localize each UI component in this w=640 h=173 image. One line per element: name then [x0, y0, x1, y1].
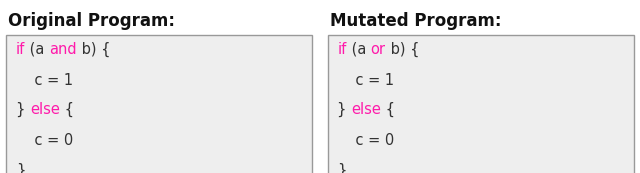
Text: Original Program:: Original Program: — [8, 12, 175, 30]
Text: (a: (a — [25, 42, 49, 57]
Text: }: } — [16, 163, 26, 173]
Text: else: else — [351, 102, 381, 117]
Text: {: { — [60, 102, 74, 117]
Text: c = 0: c = 0 — [337, 133, 394, 148]
Text: {: { — [381, 102, 395, 117]
Text: }: } — [16, 102, 30, 117]
Text: Mutated Program:: Mutated Program: — [330, 12, 501, 30]
Text: (a: (a — [346, 42, 371, 57]
Text: }: } — [337, 163, 347, 173]
Text: c = 1: c = 1 — [337, 73, 394, 88]
FancyBboxPatch shape — [328, 35, 634, 173]
Text: else: else — [30, 102, 60, 117]
Text: }: } — [337, 102, 351, 117]
Text: c = 1: c = 1 — [16, 73, 73, 88]
Text: and: and — [49, 42, 77, 57]
Text: b) {: b) { — [385, 42, 419, 57]
Text: if: if — [337, 42, 346, 57]
Text: or: or — [371, 42, 385, 57]
Text: if: if — [16, 42, 25, 57]
Text: b) {: b) { — [77, 42, 110, 57]
FancyBboxPatch shape — [6, 35, 312, 173]
Text: c = 0: c = 0 — [16, 133, 73, 148]
